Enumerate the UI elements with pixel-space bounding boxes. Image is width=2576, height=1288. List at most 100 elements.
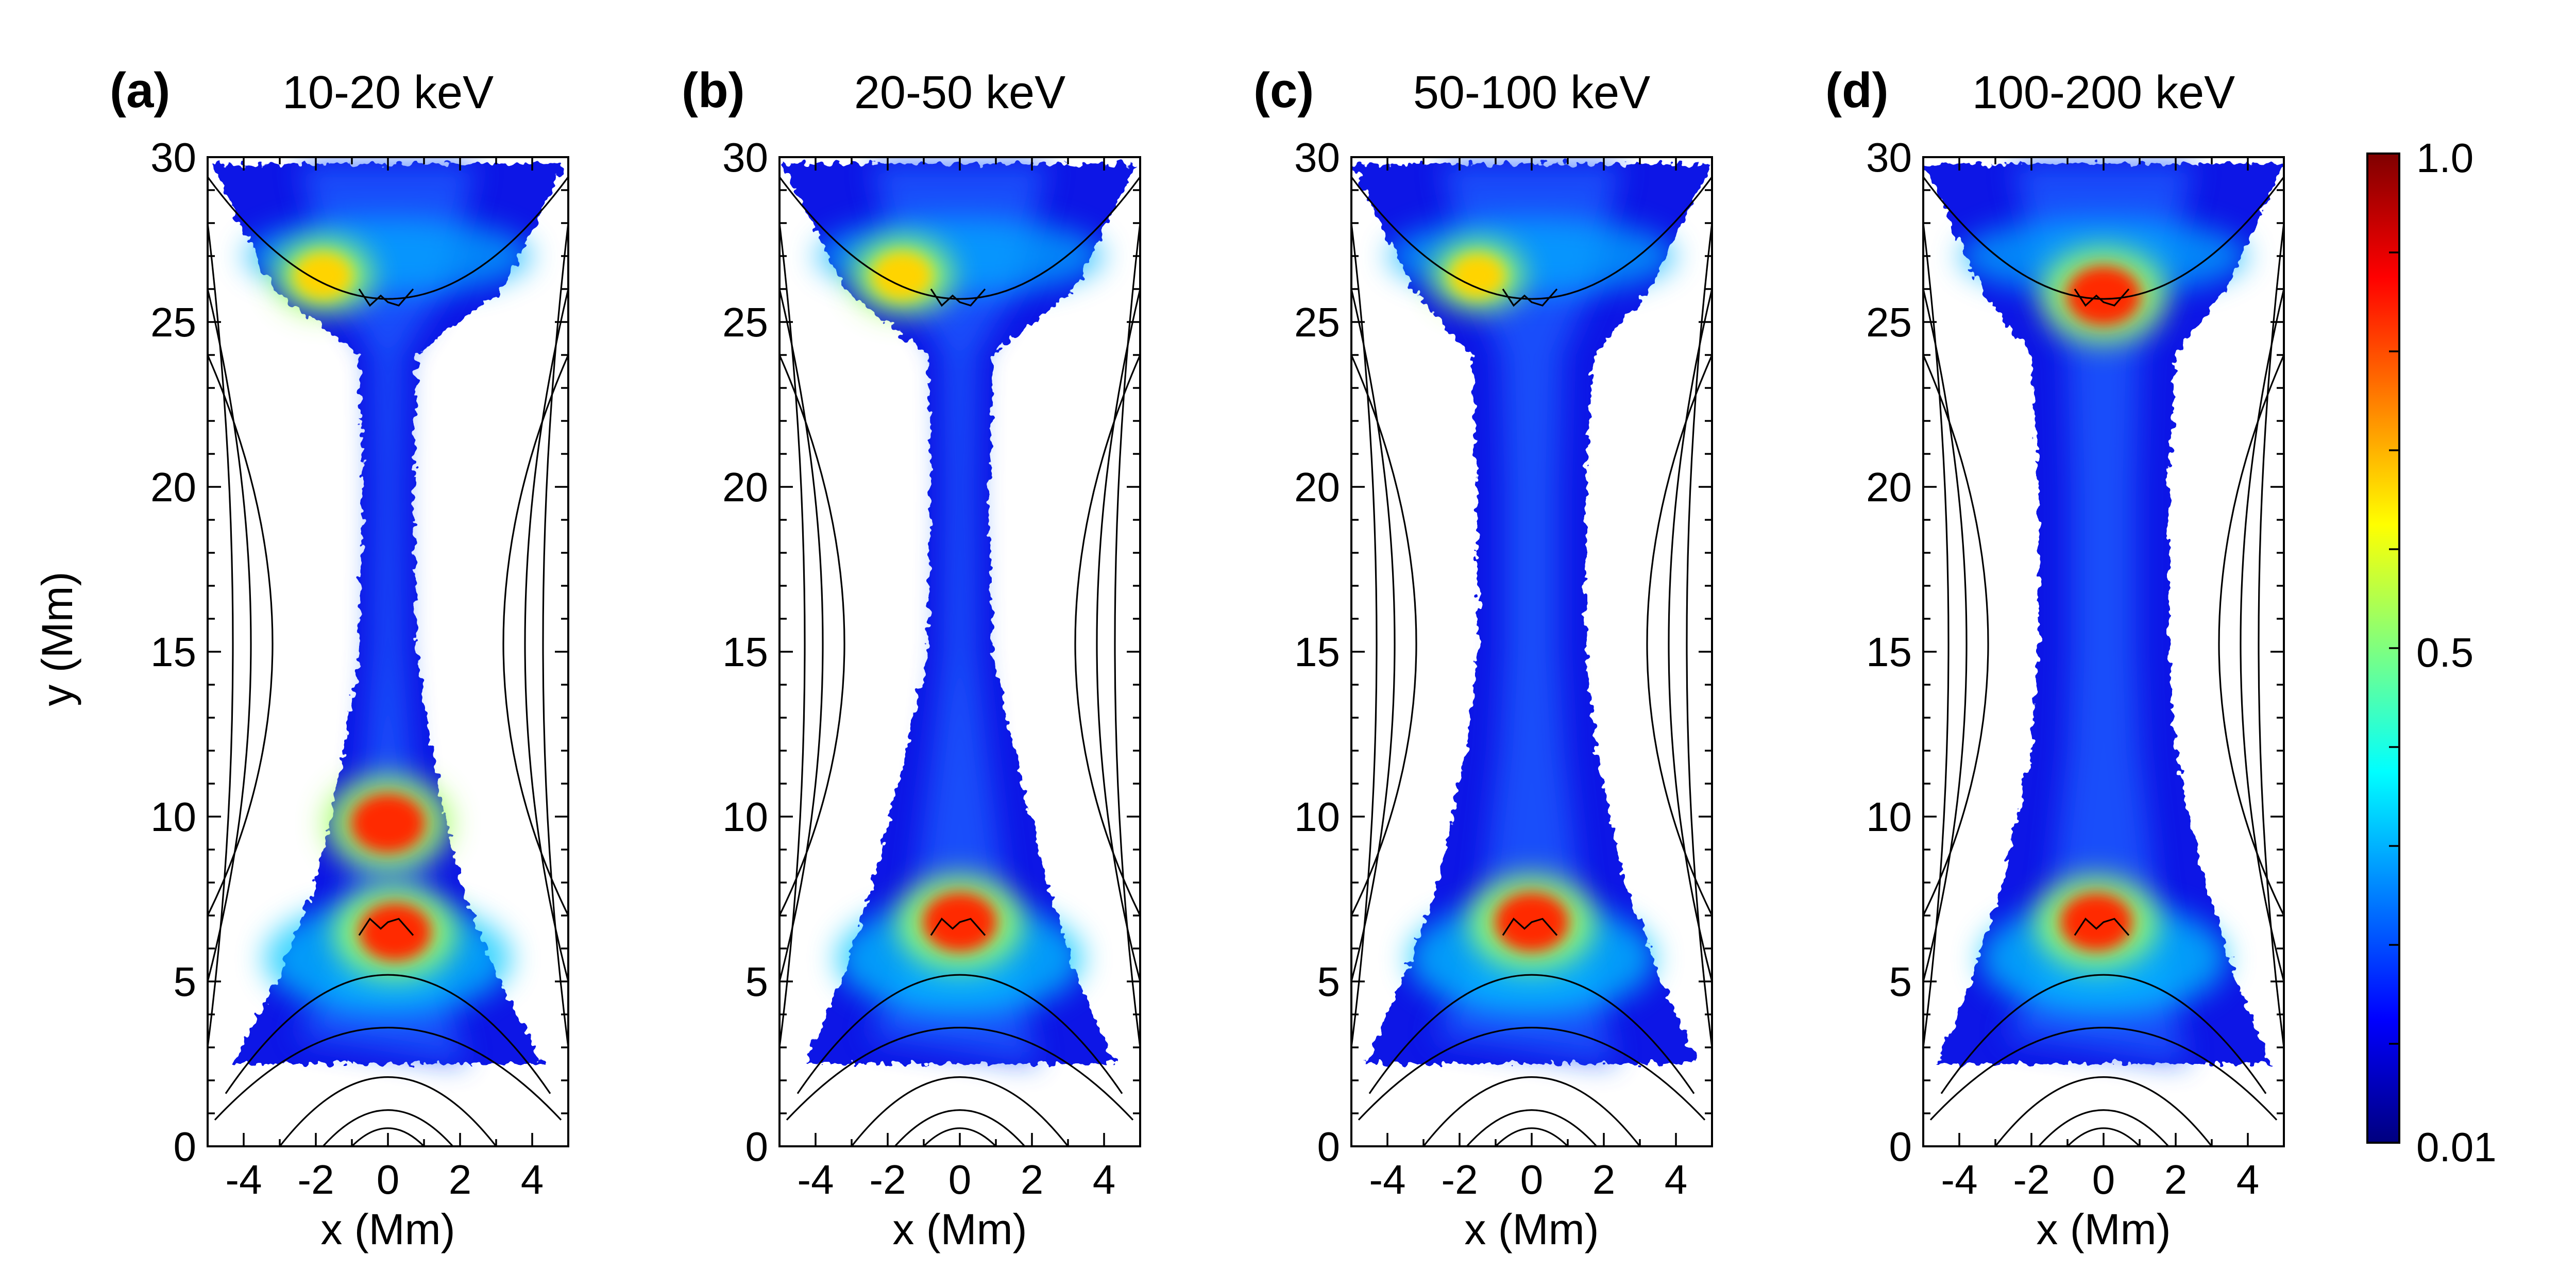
field-line <box>923 1127 997 1146</box>
panel-title: 50-100 keV <box>1413 67 1650 118</box>
y-tick-label: 25 <box>1294 299 1340 345</box>
lower-cusp-contour <box>358 917 414 936</box>
field-line <box>1923 176 2284 300</box>
plot-content <box>1351 163 1712 1146</box>
distribution-core <box>2004 163 2194 1064</box>
upper-cusp-contour <box>358 288 414 307</box>
colorbar-min-label: 0.01 <box>2416 1124 2497 1170</box>
y-axis-title: y (Mm) <box>33 571 81 706</box>
field-line <box>1358 1027 1706 1121</box>
field-line <box>208 176 568 300</box>
field-line <box>225 974 551 1094</box>
field-line <box>1646 354 1712 916</box>
x-axis-title: x (Mm) <box>320 1205 455 1253</box>
field-line <box>894 1109 1026 1146</box>
y-tick-label: 20 <box>1294 464 1340 510</box>
panel-letter: (b) <box>682 63 745 118</box>
distribution-core <box>295 163 477 1064</box>
x-tick-label: 4 <box>1665 1157 1688 1202</box>
plot-content <box>1923 163 2284 1146</box>
field-line <box>796 974 1123 1094</box>
field-line <box>786 1027 1134 1121</box>
hotspot <box>359 903 432 961</box>
field-line <box>524 289 568 982</box>
hotspot <box>294 252 352 299</box>
y-tick-label: 30 <box>722 134 768 180</box>
field-line <box>779 354 845 916</box>
y-tick-label: 20 <box>150 464 196 510</box>
y-tick-label: 10 <box>1866 794 1912 840</box>
field-line <box>542 223 568 1048</box>
x-tick-label: -4 <box>797 1157 834 1202</box>
y-tick-label: 20 <box>722 464 768 510</box>
field-line <box>779 289 824 982</box>
field-line <box>1351 289 1396 982</box>
y-tick-label: 5 <box>174 959 197 1005</box>
x-tick-label: 2 <box>1021 1157 1044 1202</box>
y-tick-label: 30 <box>1294 134 1340 180</box>
x-tick-label: 2 <box>449 1157 472 1202</box>
x-tick-label: 2 <box>1592 1157 1616 1202</box>
field-line <box>1351 176 1712 300</box>
field-line <box>1495 1127 1569 1146</box>
panel-title: 100-200 keV <box>1972 67 2235 118</box>
panel-d: 0 5 10 15 20 25 30 -4 -2 0 2 4 x (Mm) (d) 100-200 keV <box>1825 63 2285 1253</box>
y-tick-label: 0 <box>745 1124 769 1170</box>
x-tick-label: 2 <box>2164 1157 2188 1202</box>
field-line <box>2038 1109 2170 1146</box>
x-axis-title: x (Mm) <box>1464 1205 1599 1253</box>
panel-a: 0 5 10 15 20 25 30 -4 -2 0 2 4 x (Mm) (a) 10-20 keV <box>110 63 569 1253</box>
x-tick-label: -4 <box>225 1157 262 1202</box>
panel-letter: (d) <box>1825 63 1889 118</box>
field-line <box>351 1127 425 1146</box>
y-tick-label: 5 <box>1317 959 1341 1005</box>
panel-title: 20-50 keV <box>854 67 1065 118</box>
colorbar-mid-label: 0.5 <box>2416 630 2473 675</box>
panel-title: 10-20 keV <box>282 67 494 118</box>
y-tick-label: 10 <box>1294 794 1340 840</box>
y-tick-label: 5 <box>745 959 769 1005</box>
x-tick-label: -4 <box>1941 1157 1977 1202</box>
field-line <box>208 223 234 1048</box>
field-line <box>2218 354 2284 916</box>
x-axis-title: x (Mm) <box>892 1205 1027 1253</box>
field-line <box>1114 223 1140 1048</box>
hotspot <box>2066 266 2141 326</box>
x-tick-label: 0 <box>948 1157 972 1202</box>
upper-cusp-contour <box>1502 288 1558 307</box>
y-tick-label: 15 <box>722 629 768 675</box>
y-tick-label: 15 <box>150 629 196 675</box>
y-tick-label: 25 <box>722 299 768 345</box>
x-tick-label: 0 <box>377 1157 400 1202</box>
field-line <box>208 354 274 916</box>
y-tick-label: 15 <box>1294 629 1340 675</box>
field-line <box>1994 1076 2213 1146</box>
field-line <box>1940 974 2267 1094</box>
field-line <box>1929 1027 2278 1121</box>
y-tick-label: 5 <box>1889 959 1912 1005</box>
y-tick-label: 30 <box>1866 134 1912 180</box>
x-tick-label: 0 <box>2092 1157 2115 1202</box>
field-line <box>502 354 568 916</box>
y-tick-label: 25 <box>1866 299 1912 345</box>
upper-cusp-contour <box>2074 288 2130 307</box>
y-tick-label: 20 <box>1866 464 1912 510</box>
lower-cusp-contour <box>1502 917 1558 936</box>
field-line <box>779 223 806 1048</box>
y-tick-label: 0 <box>1317 1124 1341 1170</box>
distribution-core <box>867 163 1048 1064</box>
field-line <box>2240 289 2284 982</box>
x-tick-label: -2 <box>2013 1157 2049 1202</box>
field-line <box>1096 289 1140 982</box>
y-tick-label: 0 <box>1889 1124 1912 1170</box>
field-line <box>1368 974 1695 1094</box>
hotspot <box>2060 893 2133 952</box>
field-line <box>1422 1076 1641 1146</box>
field-line <box>214 1027 562 1121</box>
x-tick-label: 4 <box>1093 1157 1116 1202</box>
lower-cusp-contour <box>930 917 986 936</box>
y-tick-label: 10 <box>722 794 768 840</box>
plot-content <box>208 163 568 1146</box>
